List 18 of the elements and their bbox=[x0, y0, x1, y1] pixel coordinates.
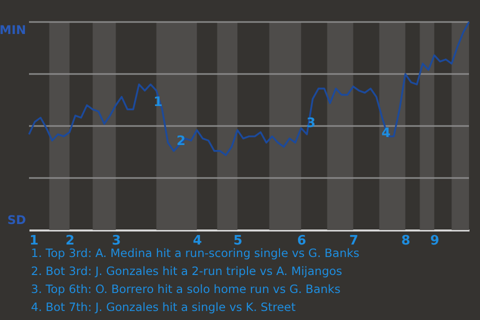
annotation: 2 bbox=[176, 134, 186, 149]
x-tick-label: 5 bbox=[233, 234, 242, 248]
annotation: 4 bbox=[381, 126, 391, 141]
x-tick-label: 7 bbox=[349, 234, 358, 248]
text: 1. Top 3rd: A. Medina hit a run-scoring single vs G. Banks bbox=[31, 246, 360, 260]
text: 2. Bot 3rd: J. Gonzales hit a 2-run triple vs A. Mijangos bbox=[31, 264, 342, 278]
text: 4. Bot 7th: J. Gonzales hit a single vs K. Street bbox=[31, 300, 296, 314]
text: SD bbox=[7, 213, 26, 227]
x-tick-label: 3 bbox=[112, 234, 121, 248]
x-tick-label: 9 bbox=[430, 234, 440, 248]
x-tick-label: 6 bbox=[297, 234, 306, 248]
x-tick-label: 1 bbox=[30, 234, 39, 248]
x-tick-label: 8 bbox=[401, 234, 410, 248]
x-tick-label: 2 bbox=[66, 234, 75, 248]
text: 3. Top 6th: O. Borrero hit a solo home run vs G. Banks bbox=[31, 282, 340, 296]
x-tick-label: 4 bbox=[192, 234, 202, 248]
text: MIN bbox=[0, 23, 26, 37]
annotation: 1 bbox=[153, 95, 163, 110]
